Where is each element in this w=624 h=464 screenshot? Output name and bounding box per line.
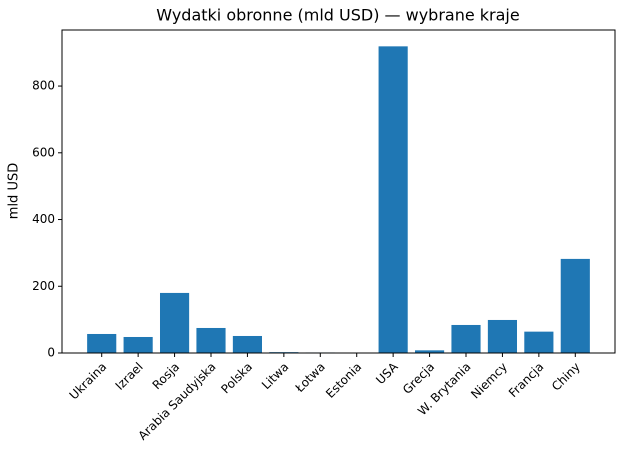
- x-tick-label: Estonia: [323, 360, 364, 401]
- x-tick-label: Rosja: [150, 360, 183, 393]
- bar: [451, 324, 481, 353]
- bar: [123, 336, 153, 353]
- bar: [159, 292, 190, 353]
- bar: [487, 319, 518, 353]
- bar: [524, 331, 554, 353]
- x-tick-label: Chiny: [549, 360, 583, 394]
- bar: [232, 335, 262, 353]
- bar: [560, 258, 590, 353]
- y-tick-label: 600: [32, 145, 55, 159]
- y-tick-label: 200: [32, 279, 55, 293]
- plot-frame: [61, 29, 616, 354]
- y-tick-label: 0: [47, 346, 55, 360]
- x-tick-label: Ukraina: [67, 360, 110, 403]
- x-tick-label: Niemcy: [468, 360, 510, 402]
- bar: [196, 327, 226, 353]
- x-tick-label: Polska: [218, 360, 255, 397]
- y-tick-label: 800: [32, 79, 55, 93]
- bar: [415, 350, 445, 353]
- x-tick-label: Francja: [506, 360, 546, 400]
- bar: [87, 333, 117, 353]
- bar: [378, 46, 408, 353]
- x-tick-label: Litwa: [259, 360, 291, 392]
- y-axis-label: mld USD: [7, 163, 22, 219]
- y-tick-label: 400: [32, 212, 55, 226]
- chart-title: Wydatki obronne (mld USD) — wybrane kraj…: [156, 6, 519, 25]
- x-tick-label: Izrael: [113, 360, 146, 393]
- x-tick-label: USA: [373, 359, 401, 387]
